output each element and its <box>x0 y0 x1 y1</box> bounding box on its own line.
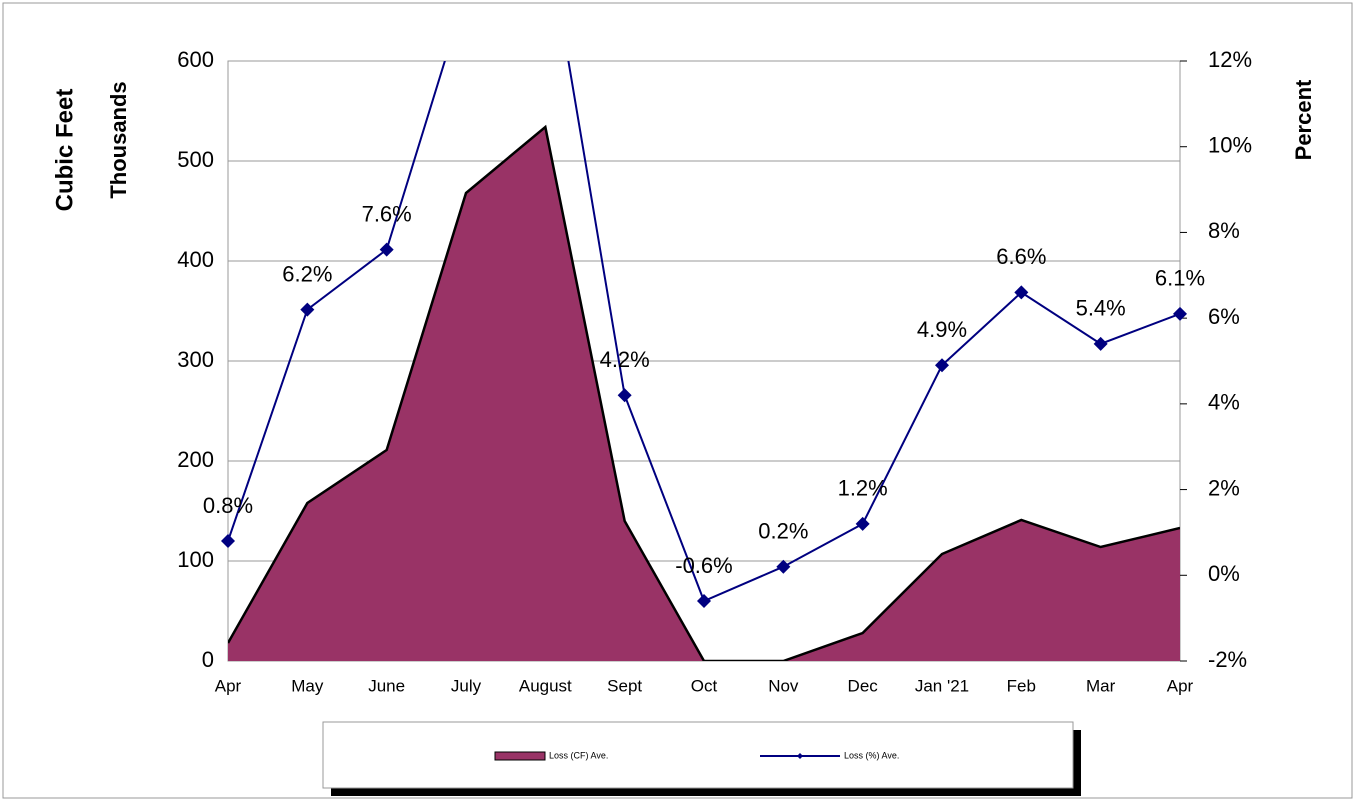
y-tick-label: 500 <box>177 147 214 172</box>
y2-tick-label: -2% <box>1208 647 1247 672</box>
y2-tick-label: 4% <box>1208 390 1240 415</box>
y2-tick-label: 6% <box>1208 304 1240 329</box>
data-label: 0.8% <box>203 493 253 518</box>
x-tick-label: Oct <box>691 676 718 695</box>
data-label: 7.6% <box>362 201 412 226</box>
x-tick-label: Nov <box>768 676 799 695</box>
x-tick-label: Apr <box>1167 676 1194 695</box>
legend <box>322 721 1074 789</box>
x-tick-label: Dec <box>848 676 879 695</box>
marker <box>379 242 394 257</box>
marker <box>221 534 235 548</box>
y2-tick-label: 10% <box>1208 133 1252 158</box>
data-label: 6.2% <box>282 261 332 286</box>
x-tick-label: Jan '21 <box>915 676 969 695</box>
y-tick-label: 100 <box>177 547 214 572</box>
marker <box>1173 306 1187 321</box>
y-axis-subtitle: Thousands <box>106 81 131 198</box>
x-tick-label: July <box>451 676 482 695</box>
data-label: 4.2% <box>600 347 650 372</box>
data-label: 4.9% <box>917 317 967 342</box>
x-tick-label: June <box>368 676 405 695</box>
area-outline <box>228 124 1180 661</box>
data-label: 6.6% <box>996 244 1046 269</box>
y2-tick-label: 0% <box>1208 561 1240 586</box>
x-tick-label: Mar <box>1086 676 1116 695</box>
legend-marker <box>797 753 803 759</box>
y-axis-title: Cubic Feet <box>51 89 78 212</box>
data-label: 6.1% <box>1155 266 1205 291</box>
data-label: 1.2% <box>838 476 888 501</box>
y2-axis-title: Percent <box>1291 79 1316 160</box>
data-label: -0.6% <box>675 553 732 578</box>
x-tick-label: Apr <box>215 676 242 695</box>
x-tick-label: August <box>519 676 572 695</box>
y-tick-label: 0 <box>202 647 214 672</box>
y2-tick-label: 2% <box>1208 475 1240 500</box>
marker <box>617 388 632 403</box>
marker <box>300 302 315 317</box>
x-tick-label: May <box>291 676 324 695</box>
data-label: 0.2% <box>758 519 808 544</box>
x-tick-label: Feb <box>1007 676 1036 695</box>
marker <box>1093 336 1108 351</box>
marker <box>776 559 791 574</box>
legend-label: Loss (%) Ave. <box>844 750 899 760</box>
y-tick-label: 600 <box>177 47 214 72</box>
area <box>228 127 1180 661</box>
legend-label: Loss (CF) Ave. <box>549 750 608 760</box>
y2-tick-label: 8% <box>1208 218 1240 243</box>
marker <box>855 516 870 531</box>
marker <box>1014 285 1029 300</box>
data-label: 5.4% <box>1076 296 1126 321</box>
y-tick-label: 200 <box>177 447 214 472</box>
legend-swatch <box>494 751 546 761</box>
y-tick-label: 300 <box>177 347 214 372</box>
y2-tick-label: 12% <box>1208 47 1252 72</box>
marker <box>935 358 949 373</box>
y-tick-label: 400 <box>177 247 214 272</box>
x-tick-label: Sept <box>607 676 642 695</box>
marker <box>697 594 711 608</box>
